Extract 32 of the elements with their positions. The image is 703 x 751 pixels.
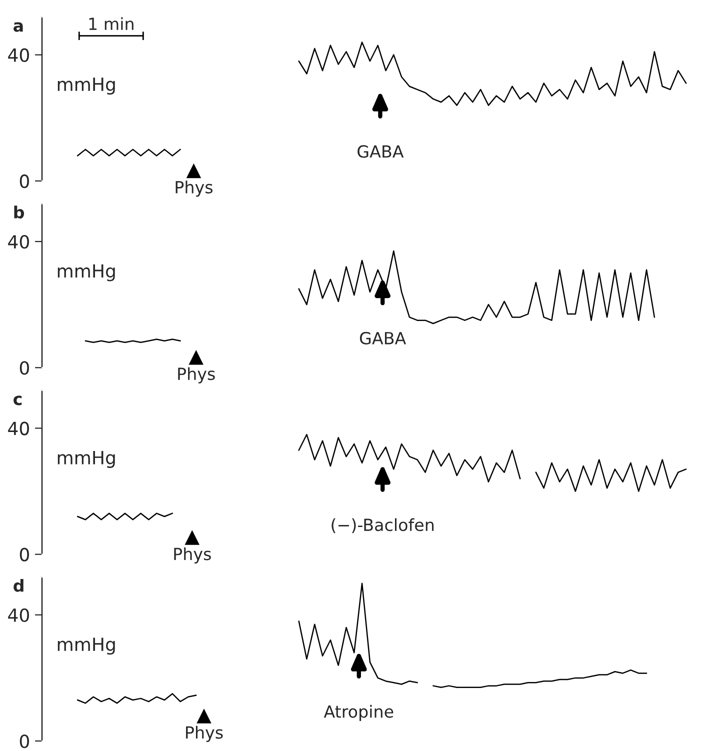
annotation: Phys [176,180,212,197]
annotation: Phys [186,726,223,742]
y-tick-label: 0 [20,361,29,375]
chart-title: b [14,206,24,219]
annotation: (−)-Baclofen [332,518,434,534]
annotation: mmHg [58,638,115,655]
chart-title: c [14,396,22,406]
chart-title: a [14,22,23,32]
y-tick-label: 0 [20,174,29,188]
annotation: GABA [360,332,406,344]
annotation: mmHg [58,78,115,95]
line-series [432,669,648,688]
annotation: Phys [178,367,215,384]
line-series [298,434,521,482]
annotation: Atropine [324,704,394,722]
annotation: 1 min [89,17,134,30]
line-series [298,42,687,106]
line-series [535,459,687,492]
annotation: Phys [174,547,211,564]
y-tick-label: 40 [8,234,29,249]
y-tick-label: 40 [8,48,29,62]
line-series [298,250,656,324]
y-tick-label: 0 [20,548,29,562]
annotation: GABA [358,145,404,158]
y-tick-label: 40 [8,608,29,622]
annotation: mmHg [58,264,115,282]
chart-title: d [14,578,24,592]
y-tick-label: 40 [8,422,29,436]
line-series [298,582,418,685]
line-series [76,693,197,704]
y-tick-label: 0 [20,734,29,748]
annotation: mmHg [58,451,115,468]
